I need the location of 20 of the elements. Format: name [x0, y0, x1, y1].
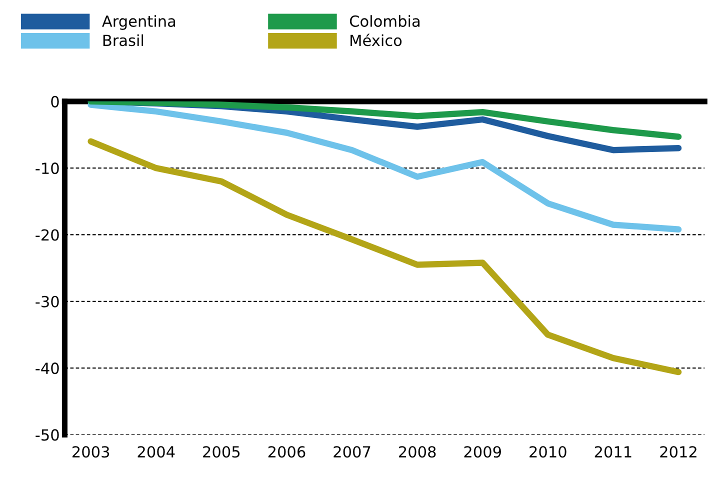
x-tick-label: 2009 [464, 446, 501, 458]
x-tick-label: 2010 [530, 446, 566, 458]
x-tick-label: 2011 [594, 446, 632, 458]
legend-label: México [350, 34, 402, 46]
y-tick-label: -10 [36, 162, 59, 174]
legend-label: Colombia [350, 15, 420, 27]
legend-label: Brasil [103, 34, 144, 46]
y-tick-label: 0 [51, 96, 59, 108]
x-tick-label: 2005 [203, 446, 240, 458]
x-tick-label: 2008 [398, 446, 436, 458]
y-tick-label: -20 [36, 229, 59, 241]
x-tick-label: 2007 [334, 446, 370, 458]
x-tick-label: 2012 [660, 446, 696, 458]
x-tick-label: 2003 [72, 446, 110, 458]
y-tick-label: -40 [36, 362, 59, 374]
y-tick-label: -30 [36, 296, 59, 308]
x-tick-label: 2004 [138, 446, 175, 458]
legend-label: Argentina [102, 15, 176, 30]
y-tick-label: -50 [36, 429, 59, 441]
x-tick-label: 2006 [268, 446, 306, 458]
